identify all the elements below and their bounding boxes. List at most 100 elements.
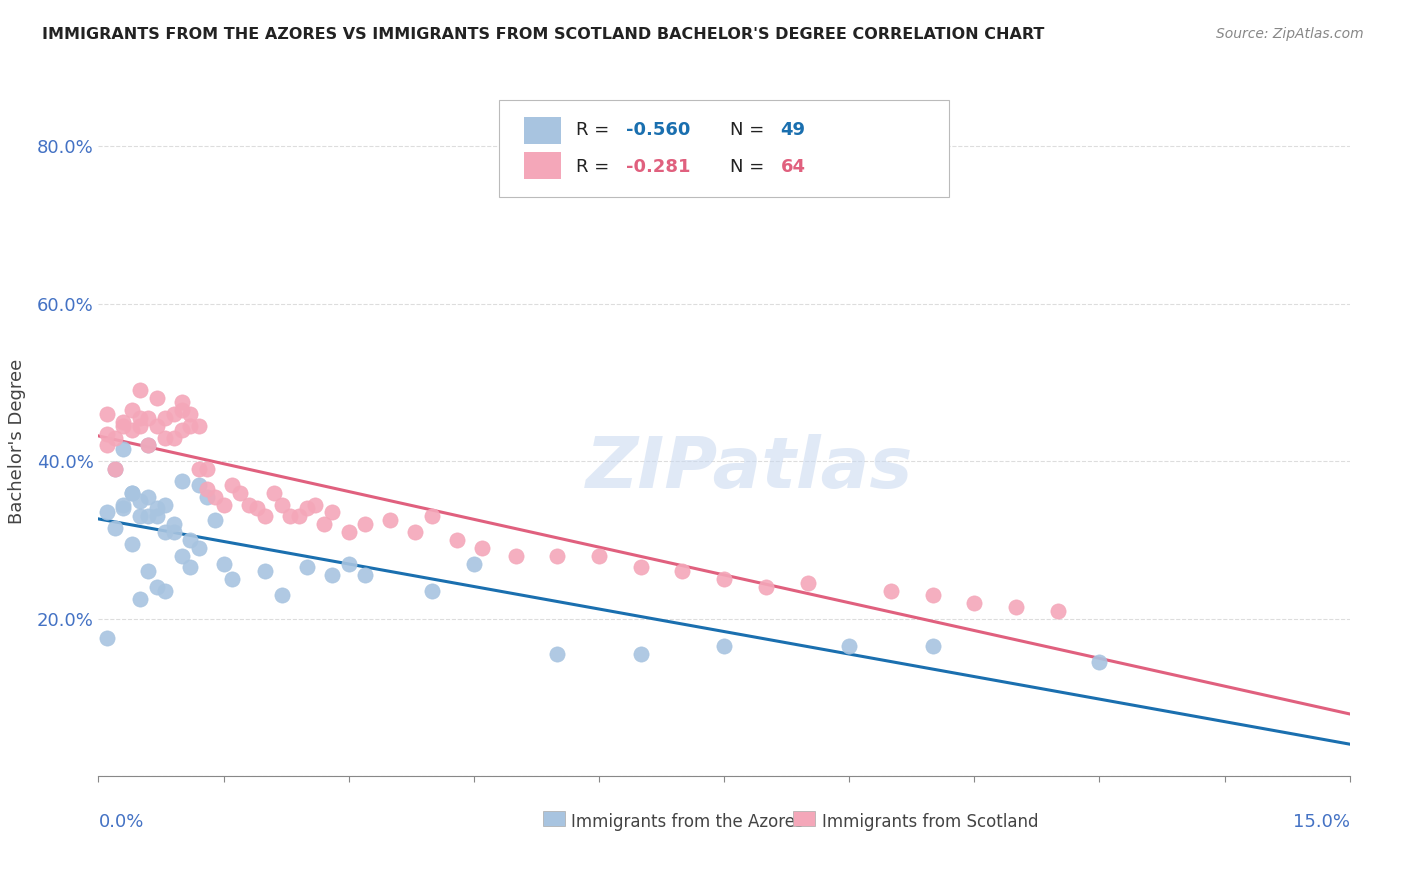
Point bbox=[921, 639, 943, 653]
Point bbox=[204, 490, 226, 504]
Point bbox=[229, 485, 252, 500]
Point bbox=[471, 541, 494, 555]
Point bbox=[354, 517, 377, 532]
Point bbox=[321, 505, 343, 519]
Text: IMMIGRANTS FROM THE AZORES VS IMMIGRANTS FROM SCOTLAND BACHELOR'S DEGREE CORRELA: IMMIGRANTS FROM THE AZORES VS IMMIGRANTS… bbox=[42, 27, 1045, 42]
Point bbox=[96, 438, 118, 452]
Point bbox=[546, 549, 568, 563]
Point bbox=[153, 524, 176, 539]
Point bbox=[129, 411, 152, 425]
Point bbox=[162, 407, 184, 421]
Point bbox=[221, 572, 243, 586]
Bar bbox=[524, 117, 561, 144]
Text: R =: R = bbox=[576, 121, 616, 139]
Point bbox=[138, 565, 160, 579]
Point bbox=[337, 524, 360, 539]
Point bbox=[170, 403, 193, 417]
Text: 15.0%: 15.0% bbox=[1292, 813, 1350, 830]
Point bbox=[104, 462, 127, 476]
Point bbox=[420, 584, 443, 599]
Point bbox=[153, 584, 176, 599]
Text: ZIPatlas: ZIPatlas bbox=[585, 434, 912, 503]
Point bbox=[420, 509, 443, 524]
Point bbox=[463, 557, 485, 571]
Point bbox=[1088, 655, 1111, 669]
Point bbox=[138, 509, 160, 524]
Y-axis label: Bachelor's Degree: Bachelor's Degree bbox=[7, 359, 25, 524]
Point bbox=[121, 485, 143, 500]
Point bbox=[838, 639, 860, 653]
Point bbox=[112, 418, 135, 433]
Point bbox=[170, 395, 193, 409]
Point bbox=[321, 568, 343, 582]
Point bbox=[187, 462, 209, 476]
Point bbox=[129, 591, 152, 606]
Point bbox=[295, 501, 318, 516]
Point bbox=[446, 533, 468, 547]
Point bbox=[246, 501, 269, 516]
Point bbox=[146, 501, 169, 516]
Point bbox=[153, 411, 176, 425]
Bar bbox=[524, 152, 561, 178]
Point bbox=[138, 411, 160, 425]
Point bbox=[337, 557, 360, 571]
Point bbox=[354, 568, 377, 582]
Point bbox=[713, 572, 735, 586]
Point bbox=[187, 478, 209, 492]
Point bbox=[129, 384, 152, 398]
Point bbox=[880, 584, 903, 599]
Point bbox=[162, 517, 184, 532]
Point bbox=[588, 549, 610, 563]
Point bbox=[121, 485, 143, 500]
Point bbox=[963, 596, 986, 610]
Point bbox=[505, 549, 527, 563]
Text: -0.281: -0.281 bbox=[627, 158, 690, 177]
Text: 49: 49 bbox=[780, 121, 806, 139]
Point bbox=[121, 403, 143, 417]
Point bbox=[304, 498, 326, 512]
Point bbox=[146, 418, 169, 433]
Text: R =: R = bbox=[576, 158, 621, 177]
Point bbox=[146, 391, 169, 405]
Text: 0.0%: 0.0% bbox=[98, 813, 143, 830]
Point bbox=[104, 431, 127, 445]
Point bbox=[312, 517, 335, 532]
Point bbox=[129, 418, 152, 433]
Point bbox=[104, 521, 127, 535]
Bar bbox=[543, 812, 565, 826]
Point bbox=[212, 498, 235, 512]
Text: -0.560: -0.560 bbox=[627, 121, 690, 139]
Point bbox=[1005, 599, 1028, 614]
Point bbox=[146, 580, 169, 594]
Point bbox=[287, 509, 309, 524]
Point bbox=[121, 423, 143, 437]
Point bbox=[138, 490, 160, 504]
Text: 64: 64 bbox=[780, 158, 806, 177]
Point bbox=[162, 431, 184, 445]
Point bbox=[1046, 604, 1069, 618]
Text: N =: N = bbox=[730, 158, 770, 177]
Point bbox=[104, 462, 127, 476]
Point bbox=[121, 537, 143, 551]
Point bbox=[179, 533, 201, 547]
Point bbox=[112, 501, 135, 516]
FancyBboxPatch shape bbox=[499, 100, 949, 197]
Point bbox=[129, 509, 152, 524]
Text: Immigrants from the Azores: Immigrants from the Azores bbox=[571, 813, 804, 830]
Point bbox=[404, 524, 426, 539]
Point bbox=[170, 474, 193, 488]
Point bbox=[271, 498, 294, 512]
Point bbox=[187, 541, 209, 555]
Text: Source: ZipAtlas.com: Source: ZipAtlas.com bbox=[1216, 27, 1364, 41]
Point bbox=[96, 426, 118, 441]
Point bbox=[179, 407, 201, 421]
Point bbox=[195, 462, 218, 476]
Point bbox=[254, 565, 277, 579]
Point bbox=[170, 423, 193, 437]
Point bbox=[112, 415, 135, 429]
Point bbox=[238, 498, 260, 512]
Point bbox=[271, 588, 294, 602]
Point bbox=[112, 442, 135, 457]
Point bbox=[179, 418, 201, 433]
Point bbox=[630, 560, 652, 574]
